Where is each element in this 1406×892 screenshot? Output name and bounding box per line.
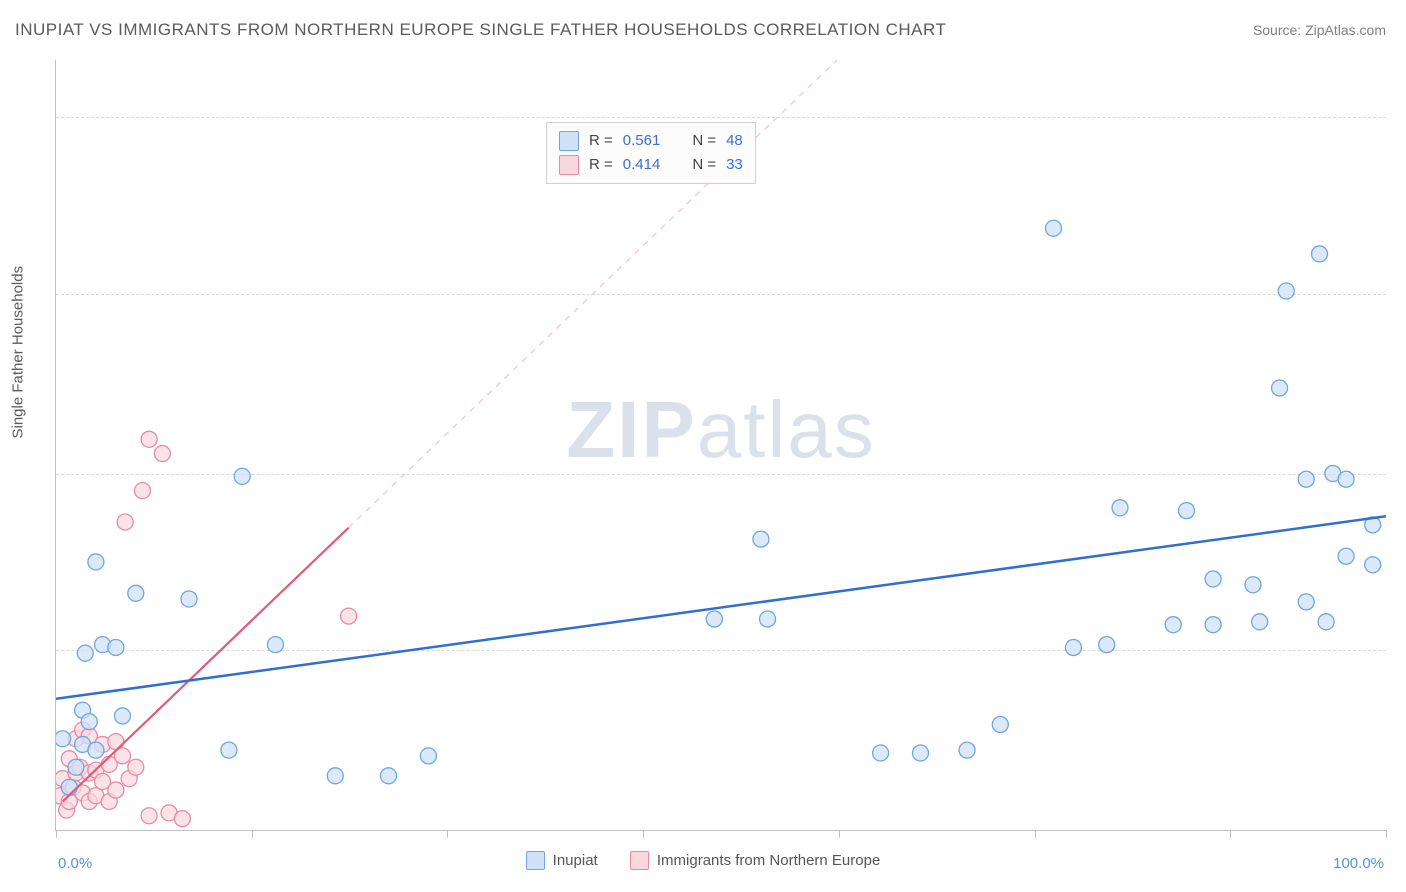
- pink-point: [141, 431, 157, 447]
- blue-point: [108, 639, 124, 655]
- y-tick-label: 25.0%: [1393, 109, 1406, 126]
- pink-point: [154, 446, 170, 462]
- legend-row-pink: R = 0.414 N = 33: [559, 153, 743, 177]
- x-tick: [839, 830, 840, 838]
- blue-point: [81, 714, 97, 730]
- x-tick: [643, 830, 644, 838]
- y-tick-label: 6.3%: [1393, 642, 1406, 659]
- blue-point: [873, 745, 889, 761]
- blue-point: [88, 742, 104, 758]
- blue-point: [1365, 557, 1381, 573]
- blue-point: [1099, 637, 1115, 653]
- x-tick: [447, 830, 448, 838]
- blue-point: [1179, 503, 1195, 519]
- blue-point: [267, 637, 283, 653]
- x-tick: [1035, 830, 1036, 838]
- blue-point: [913, 745, 929, 761]
- y-tick-label: 18.8%: [1393, 285, 1406, 302]
- swatch-pink-icon: [630, 851, 649, 870]
- blue-point: [1338, 471, 1354, 487]
- pink-point: [108, 734, 124, 750]
- plot-area: ZIPatlas 6.3%12.5%18.8%25.0% R = 0.561 N…: [55, 60, 1386, 831]
- blue-point: [760, 611, 776, 627]
- blue-point: [959, 742, 975, 758]
- pink-point: [108, 782, 124, 798]
- blue-point: [128, 585, 144, 601]
- blue-point: [992, 716, 1008, 732]
- legend-item-pink: Immigrants from Northern Europe: [630, 851, 880, 870]
- pink-point: [141, 808, 157, 824]
- y-axis-label: Single Father Households: [10, 266, 27, 439]
- blue-point: [88, 554, 104, 570]
- blue-point: [1298, 471, 1314, 487]
- blue-point: [1205, 571, 1221, 587]
- blue-point: [77, 645, 93, 661]
- pink-point: [128, 759, 144, 775]
- swatch-pink-icon: [559, 155, 579, 175]
- pink-point: [117, 514, 133, 530]
- swatch-blue-icon: [526, 851, 545, 870]
- blue-trendline: [56, 516, 1386, 699]
- blue-point: [706, 611, 722, 627]
- x-tick: [56, 830, 57, 838]
- legend-item-blue: Inupiat: [526, 851, 598, 870]
- blue-point: [1298, 594, 1314, 610]
- blue-point: [221, 742, 237, 758]
- blue-point: [1312, 246, 1328, 262]
- blue-point: [181, 591, 197, 607]
- blue-point: [1272, 380, 1288, 396]
- blue-point: [61, 779, 77, 795]
- blue-point: [1338, 548, 1354, 564]
- blue-point: [68, 759, 84, 775]
- legend-row-blue: R = 0.561 N = 48: [559, 129, 743, 153]
- pink-point: [174, 811, 190, 827]
- chart-title: INUPIAT VS IMMIGRANTS FROM NORTHERN EURO…: [15, 20, 946, 40]
- blue-point: [1046, 220, 1062, 236]
- swatch-blue-icon: [559, 131, 579, 151]
- blue-point: [1065, 639, 1081, 655]
- pink-point: [341, 608, 357, 624]
- blue-point: [420, 748, 436, 764]
- blue-point: [1278, 283, 1294, 299]
- blue-point: [327, 768, 343, 784]
- blue-point: [234, 468, 250, 484]
- x-tick: [1386, 830, 1387, 838]
- blue-point: [1112, 500, 1128, 516]
- blue-point: [381, 768, 397, 784]
- blue-point: [115, 708, 131, 724]
- chart-container: INUPIAT VS IMMIGRANTS FROM NORTHERN EURO…: [0, 0, 1406, 892]
- legend-stats: R = 0.561 N = 48 R = 0.414 N = 33: [546, 122, 756, 184]
- blue-point: [1245, 577, 1261, 593]
- source-label: Source: ZipAtlas.com: [1253, 22, 1386, 38]
- blue-point: [1318, 614, 1334, 630]
- legend-series: Inupiat Immigrants from Northern Europe: [0, 851, 1406, 874]
- blue-point: [1205, 617, 1221, 633]
- blue-point: [753, 531, 769, 547]
- pink-point: [134, 483, 150, 499]
- y-tick-label: 12.5%: [1393, 465, 1406, 482]
- blue-point: [56, 731, 71, 747]
- x-tick: [1230, 830, 1231, 838]
- x-tick: [252, 830, 253, 838]
- blue-point: [1252, 614, 1268, 630]
- blue-point: [1165, 617, 1181, 633]
